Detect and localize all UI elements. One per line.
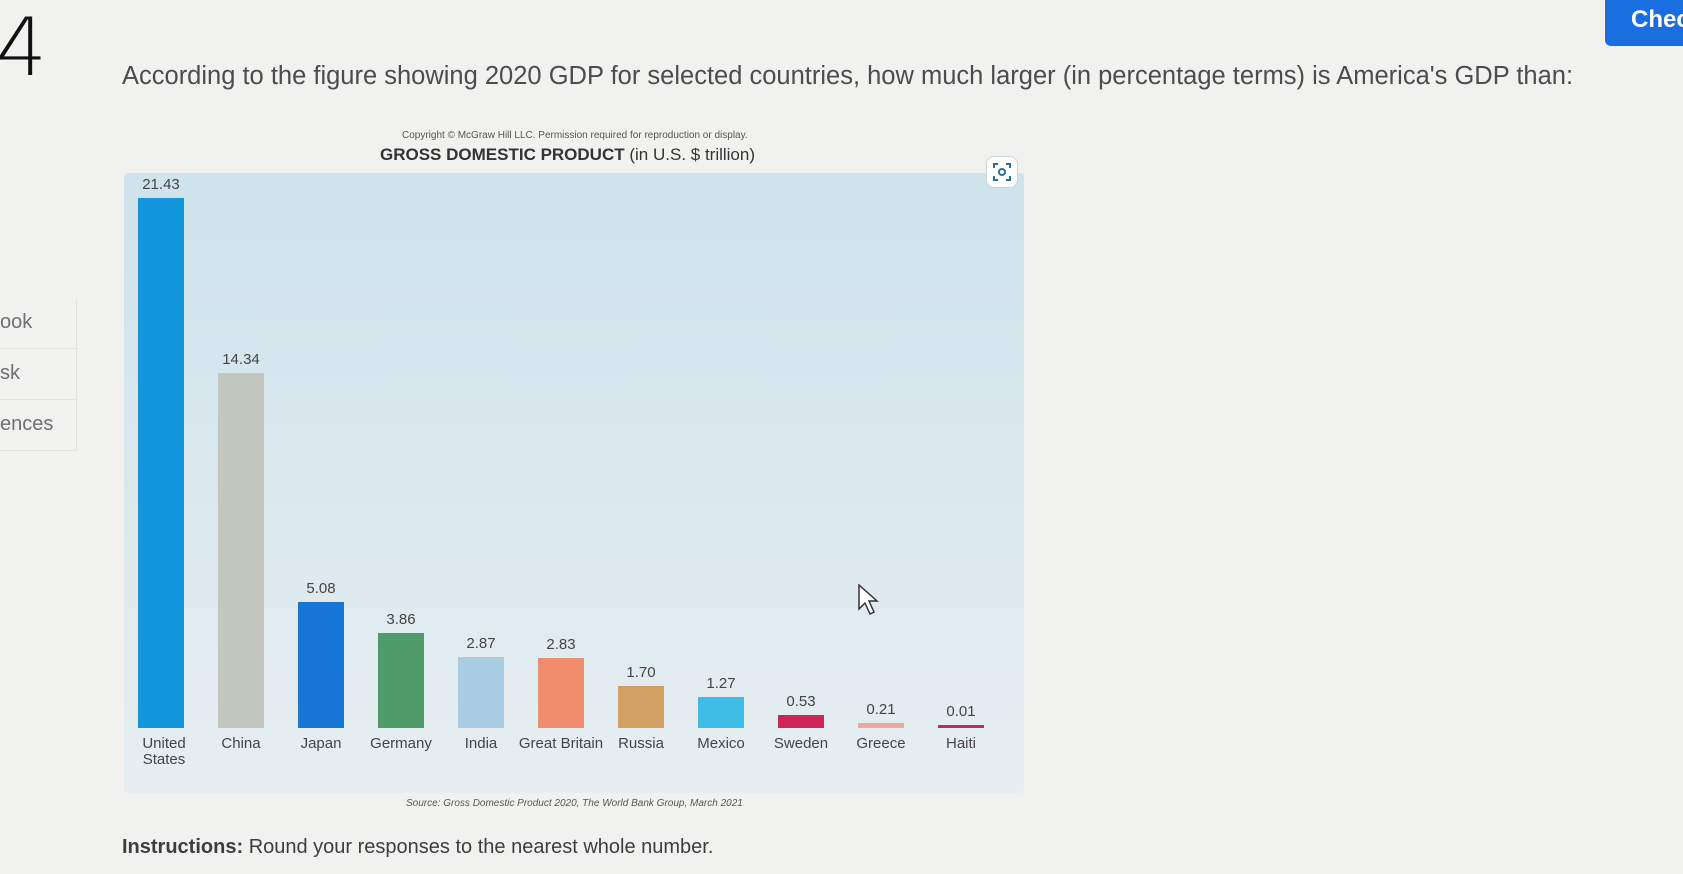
category-label: China: [221, 735, 261, 752]
value-label: 5.08: [306, 580, 336, 598]
value-label: 0.01: [946, 703, 976, 720]
bar-great-britain: [538, 658, 584, 728]
expand-icon: [993, 163, 1011, 181]
value-label: 2.83: [546, 636, 576, 653]
category-label: Russia: [618, 735, 664, 752]
bar-united-states: [138, 198, 184, 728]
value-label: 2.87: [466, 635, 496, 653]
value-label: 0.21: [866, 700, 896, 718]
check-button[interactable]: Chec: [1605, 0, 1683, 46]
category-label: United States: [142, 735, 186, 768]
instructions-text: Round your responses to the nearest whol…: [248, 836, 714, 858]
mouse-pointer-icon: [858, 584, 879, 616]
side-navigation: ook sk ences: [0, 298, 77, 451]
expand-image-button[interactable]: [986, 156, 1018, 188]
category-label: Haiti: [945, 735, 976, 752]
value-label: 14.34: [222, 351, 260, 369]
bar-russia: [618, 685, 664, 728]
value-label: 1.27: [706, 674, 736, 692]
chart-plot-area: 21.43 United States 14.34 China 5.08 Japan 3.8…: [124, 173, 1024, 793]
category-label: Sweden: [773, 735, 829, 752]
bar-germany: [378, 632, 424, 728]
sidebar-item-references[interactable]: ences: [0, 400, 76, 451]
chart-subtitle: (in U.S. $ trillion): [629, 145, 755, 164]
bar-china: [218, 373, 264, 728]
bar-greece: [858, 722, 904, 728]
category-label: Japan: [300, 735, 342, 752]
value-label: 3.86: [386, 610, 416, 628]
question-text: According to the figure showing 2020 GDP…: [122, 62, 1574, 90]
category-label: Germany: [370, 735, 432, 752]
bar-mexico: [698, 696, 744, 728]
category-label: India: [464, 735, 498, 752]
value-label: 0.53: [786, 692, 816, 710]
sidebar-item-ebook[interactable]: ook: [0, 298, 76, 349]
instructions: Instructions: Round your responses to th…: [122, 836, 713, 858]
question-number: 4: [0, 1, 47, 94]
bar-haiti: [938, 725, 984, 728]
chart-source: Source: Gross Domestic Product 2020, The…: [406, 798, 743, 809]
copyright-notice: Copyright © McGraw Hill LLC. Permission …: [402, 130, 748, 141]
sidebar-item-ask[interactable]: sk: [0, 349, 76, 400]
chart-title: GROSS DOMESTIC PRODUCT (in U.S. $ trilli…: [380, 145, 755, 165]
category-label: Great Britain: [518, 735, 604, 752]
bar-india: [458, 657, 504, 728]
value-label: 21.43: [142, 176, 180, 193]
chart-title-main: GROSS DOMESTIC PRODUCT: [380, 145, 625, 164]
gdp-figure: Copyright © McGraw Hill LLC. Permission …: [124, 128, 1024, 818]
category-label: Greece: [856, 735, 906, 752]
category-label: Mexico: [697, 735, 745, 752]
bar-japan: [298, 602, 344, 728]
value-label: 1.70: [626, 663, 656, 681]
instructions-label: Instructions:: [122, 836, 244, 858]
bar-sweden: [778, 714, 824, 728]
